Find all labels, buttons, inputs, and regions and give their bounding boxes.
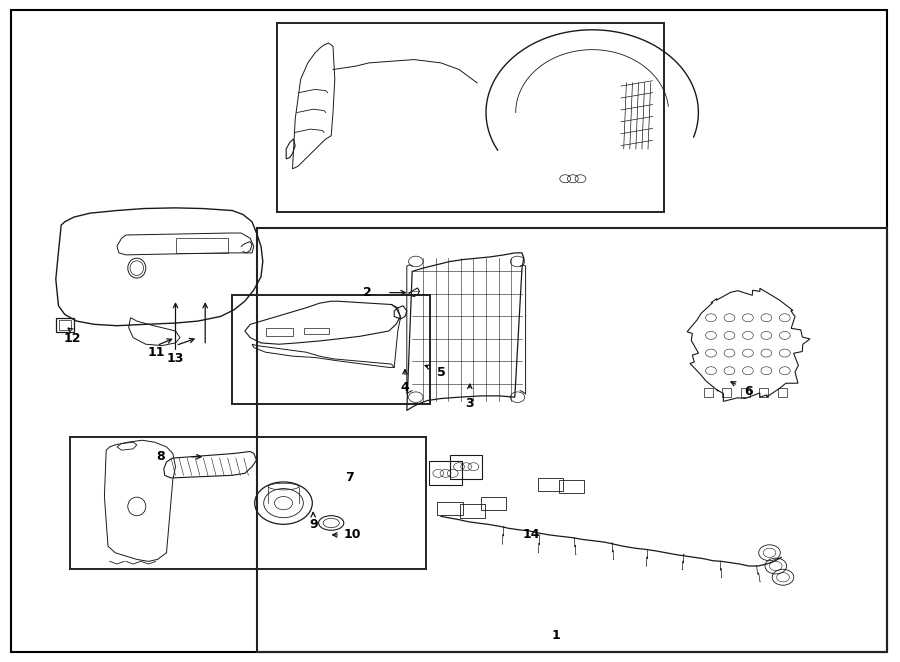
Bar xyxy=(760,388,768,397)
Bar xyxy=(481,496,506,510)
Text: 5: 5 xyxy=(436,365,446,379)
Bar xyxy=(277,23,664,212)
Bar xyxy=(70,437,426,569)
Text: 8: 8 xyxy=(156,450,165,463)
Bar xyxy=(437,502,463,515)
Bar xyxy=(538,478,563,491)
Bar xyxy=(559,480,584,493)
Text: 10: 10 xyxy=(344,528,362,542)
Text: 7: 7 xyxy=(345,471,354,485)
Bar xyxy=(256,228,886,652)
Bar xyxy=(704,388,713,397)
Text: 4: 4 xyxy=(400,381,410,394)
Text: 12: 12 xyxy=(63,332,81,346)
Text: 2: 2 xyxy=(363,286,372,299)
Bar xyxy=(266,328,292,336)
Text: 6: 6 xyxy=(744,385,753,399)
Bar xyxy=(741,388,750,397)
Text: 13: 13 xyxy=(166,352,184,365)
Text: 1: 1 xyxy=(552,629,561,642)
Bar xyxy=(722,388,731,397)
Bar xyxy=(58,320,71,330)
Bar xyxy=(778,388,787,397)
Bar xyxy=(304,328,329,334)
Bar xyxy=(232,295,430,404)
Text: 14: 14 xyxy=(522,528,540,542)
Bar xyxy=(460,504,485,518)
Text: 3: 3 xyxy=(465,397,474,410)
Text: 9: 9 xyxy=(309,518,318,531)
Bar xyxy=(429,461,462,485)
Bar xyxy=(176,238,228,253)
Text: 11: 11 xyxy=(148,346,166,359)
Bar xyxy=(450,455,482,479)
